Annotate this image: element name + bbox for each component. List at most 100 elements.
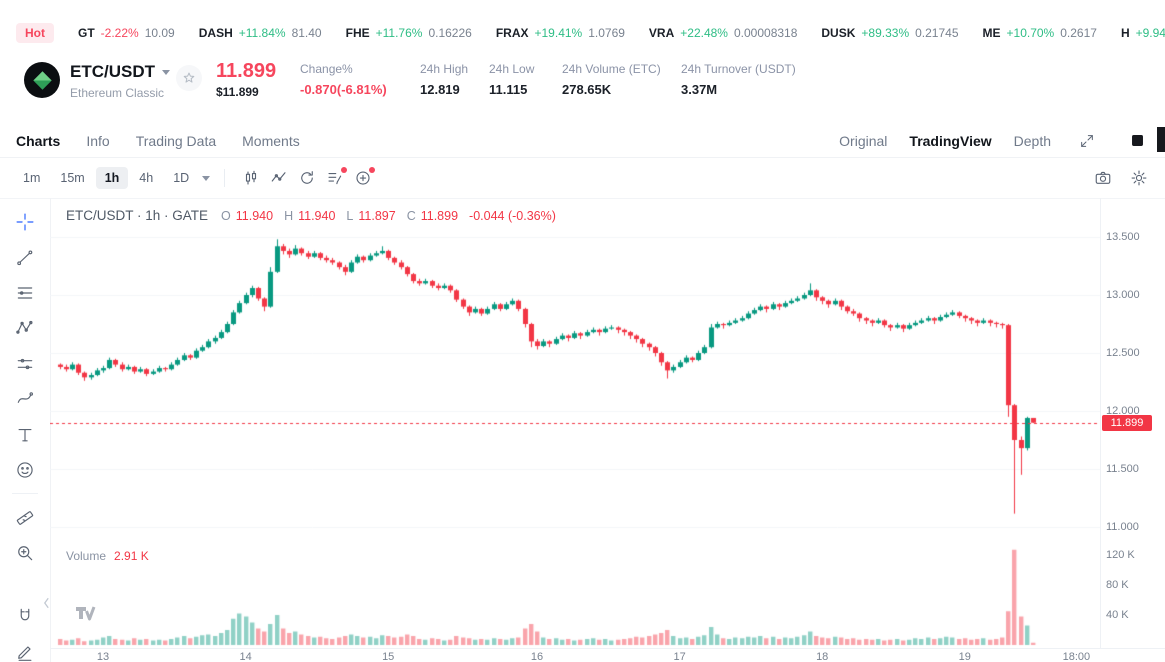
chart-settings-button[interactable] — [1125, 164, 1153, 192]
text-tool[interactable] — [14, 425, 36, 445]
tab-trading-data[interactable]: Trading Data — [135, 132, 217, 149]
timeframe-1h[interactable]: 1h — [95, 167, 129, 189]
chart-toolbar: 1m 15m 1h 4h 1D — [0, 158, 1165, 199]
price-axis-label: 11.000 — [1106, 521, 1139, 533]
main-tabbar: Charts Info Trading Data Moments Origina… — [0, 124, 1165, 158]
magnifier-icon — [18, 546, 33, 561]
ticker-bar: Hot GT -2.22% 10.09 DASH +11.84% 81.40 F… — [16, 20, 1165, 46]
fib-retracement-tool[interactable] — [14, 283, 36, 303]
favorite-star-button[interactable] — [176, 65, 202, 91]
fib-lines-icon — [17, 287, 33, 299]
mode-original[interactable]: Original — [839, 132, 888, 149]
magnet-tool[interactable] — [14, 606, 36, 626]
ticker-item-dash[interactable]: DASH +11.84% 81.40 — [198, 26, 322, 40]
notification-dot — [369, 167, 376, 173]
tradingview-logo[interactable] — [72, 600, 98, 626]
volume-axis-label: 120 K — [1106, 549, 1135, 561]
smiley-icon — [17, 462, 33, 478]
ticker-item-dusk[interactable]: DUSK +89.33% 0.21745 — [821, 26, 959, 40]
projection-tool[interactable] — [14, 354, 36, 374]
side-panel-toggle[interactable] — [1157, 127, 1165, 152]
timeframe-dropdown-button[interactable] — [202, 175, 211, 181]
magnet-icon — [20, 609, 30, 621]
time-axis-label: 16 — [530, 651, 544, 662]
chart-mode-switch: Original TradingView Depth — [839, 124, 1151, 157]
ruler-icon — [16, 510, 34, 525]
layout-grid-icon — [1131, 135, 1143, 146]
fullscreen-button[interactable] — [1073, 127, 1101, 155]
tab-info[interactable]: Info — [86, 132, 110, 149]
indicators-icon — [246, 170, 257, 185]
timeframe-1d[interactable]: 1D — [173, 171, 190, 185]
expand-icon — [1081, 134, 1093, 147]
crosshair-icon — [16, 213, 34, 231]
time-axis-label: 17 — [673, 651, 686, 662]
drawing-mode-tool[interactable] — [14, 642, 36, 662]
time-axis-label: 19 — [958, 651, 971, 662]
brush-tool[interactable] — [14, 389, 36, 409]
tradingview-logo-icon — [76, 606, 96, 621]
ticker-item-fhe[interactable]: FHE +11.76% 0.16226 — [345, 26, 472, 40]
xabcd-pattern-tool[interactable] — [14, 318, 36, 338]
snapshot-button[interactable] — [1089, 164, 1117, 192]
tab-charts[interactable]: Charts — [16, 132, 61, 149]
tools-divider — [12, 493, 38, 495]
ticker-item-h[interactable]: H +9.94% 0.19766 — [1120, 26, 1165, 40]
indicators-button[interactable] — [237, 164, 265, 192]
chevron-down-icon — [202, 175, 211, 181]
add-indicator-button[interactable] — [349, 164, 377, 192]
chart-style-button[interactable] — [265, 164, 293, 192]
pencil-icon — [18, 646, 32, 661]
pair-label: ETC/USDT — [70, 62, 155, 81]
legend-low: 11.897 — [358, 209, 396, 223]
stat-change: Change% -0.870(-6.81%) — [300, 62, 387, 97]
last-price-tag: 11.899 — [1102, 414, 1152, 431]
price-axis-border — [1100, 198, 1101, 648]
line-chart-icon — [271, 172, 286, 182]
price-axis-label: 13.000 — [1106, 289, 1140, 301]
legend-high: 11.940 — [298, 209, 336, 223]
legend-close: 11.899 — [420, 209, 459, 223]
tab-moments[interactable]: Moments — [242, 132, 300, 149]
refresh-button[interactable] — [293, 164, 321, 192]
crosshair-tool[interactable] — [14, 212, 36, 232]
legend-change: -0.044 (-0.36%) — [469, 209, 556, 223]
time-axis-border — [50, 648, 1165, 649]
tools-collapse-handle[interactable] — [42, 588, 51, 618]
legend-open: 11.940 — [235, 209, 274, 223]
candlestick-chart[interactable] — [50, 198, 1100, 648]
chevron-down-icon — [162, 69, 170, 75]
price-axis-label: 13.500 — [1106, 231, 1140, 243]
legend-symbol: ETC/USDT · 1h · GATE — [66, 208, 209, 223]
mode-tradingview[interactable]: TradingView — [909, 132, 992, 149]
ticker-item-frax[interactable]: FRAX +19.41% 1.0769 — [495, 26, 625, 40]
layout-button[interactable] — [1123, 127, 1151, 155]
trend-line-tool[interactable] — [14, 247, 36, 267]
ticker-item-gt[interactable]: GT -2.22% 10.09 — [78, 26, 175, 40]
emoji-tool[interactable] — [14, 460, 36, 480]
measure-tool[interactable] — [14, 507, 36, 527]
pair-header: ETC/USDT Ethereum Classic 11.899 $11.899… — [0, 52, 1165, 118]
text-icon — [18, 428, 32, 442]
camera-icon — [1095, 171, 1111, 184]
pattern-icon — [16, 321, 33, 335]
ticker-item-me[interactable]: ME +10.70% 0.2617 — [982, 26, 1097, 40]
price-axis-label: 12.500 — [1106, 347, 1140, 359]
ohlc-legend: ETC/USDT · 1h · GATE O 11.940 H 11.940 L 11… — [66, 208, 556, 223]
brush-icon — [17, 392, 34, 404]
toolbar-divider — [224, 169, 226, 187]
time-axis-label: 14 — [239, 651, 252, 662]
pair-selector[interactable]: ETC/USDT — [70, 62, 170, 82]
ticker-item-vra[interactable]: VRA +22.48% 0.00008318 — [648, 26, 798, 40]
zoom-in-tool[interactable] — [14, 543, 36, 563]
volume-axis-label: 40 K — [1106, 609, 1129, 621]
time-axis-label: 13 — [96, 651, 110, 662]
timeframe-15m[interactable]: 15m — [60, 171, 85, 185]
plus-circle-icon — [356, 171, 370, 185]
order-panel-button[interactable] — [321, 164, 349, 192]
timeframe-1m[interactable]: 1m — [23, 171, 41, 185]
time-axis-label: 18:00 — [1062, 651, 1091, 662]
hot-badge[interactable]: Hot — [16, 23, 54, 43]
timeframe-4h[interactable]: 4h — [139, 171, 154, 185]
mode-depth[interactable]: Depth — [1013, 132, 1051, 149]
